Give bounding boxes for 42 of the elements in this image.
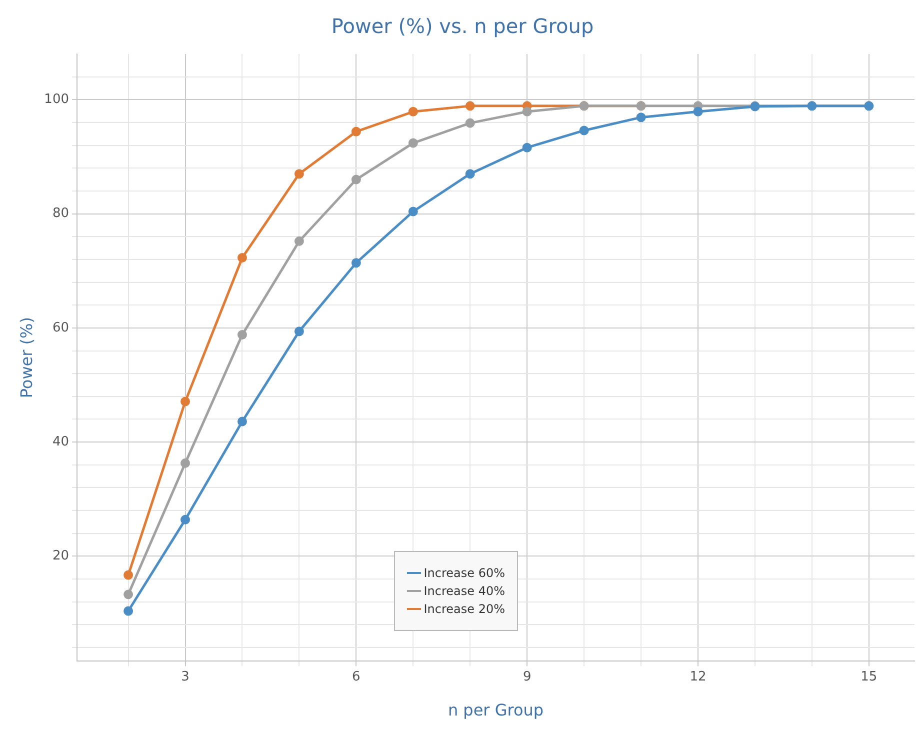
point [465,169,475,179]
legend-label: Increase 40% [424,584,506,598]
point [522,106,532,116]
point [408,138,418,148]
point [294,169,304,179]
point [237,252,247,262]
x-tick-label: 9 [522,669,532,684]
x-tick-label: 12 [690,669,706,684]
point [351,258,361,268]
legend-label: Increase 20% [424,602,506,616]
y-tick-label: 20 [52,548,70,564]
point [636,112,646,122]
point [351,126,361,136]
point [408,206,418,216]
legend-label: Increase 60% [424,566,506,580]
x-tick-label: 6 [352,669,360,684]
point [579,126,589,136]
point [124,570,134,580]
point [294,236,304,246]
point [294,326,304,336]
y-tick-label: 40 [52,434,70,450]
x-tick-label: 15 [860,669,878,684]
y-tick-label: 80 [52,206,70,222]
point [237,330,247,340]
point [124,590,134,600]
point [180,396,190,406]
point [124,606,134,616]
y-axis-title: Power (%) [16,317,36,398]
point [180,514,190,524]
x-tick-label: 3 [181,669,190,684]
x-axis-title: n per Group [448,700,544,720]
point [237,416,247,426]
point [408,106,418,116]
point [351,174,361,184]
chart-title: Power (%) vs. n per Group [331,14,594,38]
y-tick-label: 60 [52,320,70,336]
point [465,118,475,128]
point [693,106,703,116]
y-tick-label: 100 [44,92,70,108]
point [522,142,532,152]
point [180,458,190,468]
point [465,101,475,111]
